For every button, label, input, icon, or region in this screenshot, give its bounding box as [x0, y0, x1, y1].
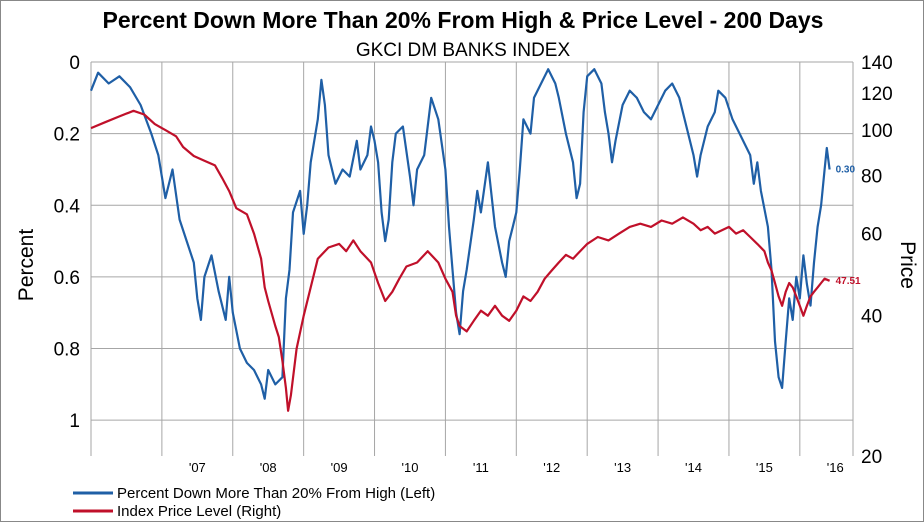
price-line	[90, 109, 831, 412]
series-lines: 0.30 47.51	[89, 68, 861, 412]
x-tick-label: '14	[685, 460, 702, 475]
right-tick-label: 80	[861, 166, 882, 187]
percent-line	[89, 68, 831, 400]
price-line-end-label: 47.51	[836, 276, 861, 287]
legend-label-percent: Percent Down More Than 20% From High (Le…	[117, 485, 435, 502]
chart-subtitle: GKCI DM BANKS INDEX	[356, 40, 571, 61]
x-tick-label: '15	[756, 460, 773, 475]
x-tick-label: '07	[189, 460, 206, 475]
x-tick-label: '13	[614, 460, 631, 475]
left-tick-label: 0.2	[54, 125, 80, 146]
left-tick-label: 0.4	[54, 196, 81, 217]
percent-line-end-label: 0.30	[836, 164, 856, 175]
right-tick-label: 120	[861, 84, 893, 105]
gridlines	[90, 61, 854, 456]
x-tick-label: '11	[473, 460, 489, 475]
x-tick-label: '12	[543, 460, 560, 475]
right-tick-label: 40	[861, 307, 882, 328]
chart-title: Percent Down More Than 20% From High & P…	[103, 7, 824, 33]
legend-label-price: Index Price Level (Right)	[117, 503, 281, 520]
x-tick-label: '10	[402, 460, 419, 475]
left-tick-label: 0	[69, 53, 80, 74]
legend: Percent Down More Than 20% From High (Le…	[73, 485, 435, 520]
x-tick-label: '16	[827, 460, 844, 475]
right-tick-label: 60	[861, 225, 882, 246]
tick-labels: 00.20.40.60.8120406080100120140'07'08'09…	[54, 53, 893, 475]
right-tick-label: 100	[861, 121, 893, 142]
right-tick-label: 140	[861, 53, 893, 74]
left-axis-label: Percent	[15, 229, 38, 302]
left-tick-label: 1	[69, 411, 80, 432]
right-axis-label: Price	[896, 241, 919, 289]
x-tick-label: '09	[331, 460, 348, 475]
left-tick-label: 0.6	[54, 268, 80, 289]
left-tick-label: 0.8	[54, 340, 80, 361]
right-tick-label: 20	[861, 447, 882, 468]
x-tick-label: '08	[260, 460, 277, 475]
